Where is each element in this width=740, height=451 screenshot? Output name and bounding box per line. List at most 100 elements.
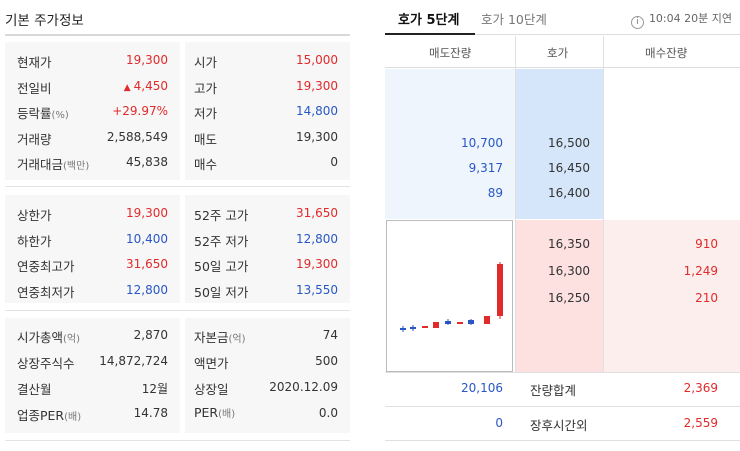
candle	[457, 322, 463, 324]
candle	[497, 262, 503, 319]
summary-ask-total: 20,106	[461, 381, 503, 395]
info-label: 50일 저가	[194, 284, 249, 300]
bid-quantity: 210	[695, 291, 718, 305]
summary-label: 잔량합계	[530, 383, 577, 398]
mini-candlestick-chart	[400, 262, 503, 332]
info-row: 거래량 2,588,549 매도 19,300	[5, 125, 350, 150]
ask-price[interactable]: 16,450	[548, 161, 590, 175]
delay-info: i 10:04 20분 지연	[630, 10, 732, 29]
bid-quantity: 910	[695, 237, 718, 251]
info-value: 19,300	[126, 206, 168, 220]
company-info-block: 시가총액(억) 2,870 자본금(억) 74 상장주식수 14,872,724 액면가 50…	[5, 318, 350, 433]
summary-ask-total: 0	[495, 416, 503, 430]
info-label: 현재가	[17, 55, 52, 70]
info-value: +29.97%	[112, 104, 168, 118]
info-value: 500	[315, 354, 338, 368]
summary-bid-total: 2,559	[683, 416, 718, 430]
info-row: 결산월 12월 상장일 2020.12.09	[5, 375, 350, 400]
candle	[433, 322, 439, 328]
summary-label: 장후시간외	[530, 418, 588, 433]
info-label: 52주 저가	[194, 233, 249, 249]
ask-price[interactable]: 16,400	[548, 186, 590, 200]
price-info-block: 현재가 19,300 시가 15,000 전일비 ▲ 4,450 고가 19,300 등락률(%)…	[5, 42, 350, 180]
info-value: 19,300	[126, 53, 168, 67]
info-value: 15,000	[296, 53, 338, 67]
bid-price[interactable]: 16,300	[548, 264, 590, 278]
block-divider	[5, 440, 350, 441]
info-label: 매도	[194, 131, 218, 147]
info-row: 등락률(%) +29.97% 저가 14,800	[5, 99, 350, 124]
info-label: 시가총액(억)	[17, 330, 81, 345]
basic-stock-info-panel: 기본 주가정보 현재가 19,300 시가 15,000 전일비 ▲ 4,450 고가 19,3…	[0, 0, 352, 451]
info-value: 2,870	[133, 328, 168, 342]
range-info-block: 상한가 19,300 52주 고가 31,650 하한가 10,400 52주 저가 12,8…	[5, 195, 350, 303]
info-row: 연중최고가 31,650 50일 고가 19,300	[5, 252, 350, 277]
info-value: 31,650	[126, 257, 168, 271]
info-value: 12월	[141, 382, 168, 396]
header-price: 호가	[547, 46, 569, 60]
summary-bid-total: 2,369	[683, 381, 718, 395]
candle	[400, 326, 406, 332]
info-label: 자본금(억)	[194, 330, 246, 345]
panel-title: 기본 주가정보	[5, 13, 84, 29]
info-label: 52주 고가	[194, 208, 249, 223]
info-label: 결산월	[17, 382, 52, 397]
candle	[468, 319, 474, 325]
info-value: 12,800	[126, 282, 168, 297]
info-label: PER(배)	[194, 405, 236, 420]
info-label: 하한가	[17, 233, 52, 249]
info-row: 거래대금(백만) 45,838 매수 0	[5, 150, 350, 175]
info-icon[interactable]: i	[630, 16, 644, 29]
info-row: 전일비 ▲ 4,450 고가 19,300	[5, 74, 350, 99]
info-value: 0.0	[318, 406, 338, 420]
info-value: 19,300	[296, 129, 338, 144]
ask-quantity: 89	[487, 186, 503, 200]
bid-price[interactable]: 16,350	[548, 237, 590, 251]
info-value: ▲ 4,450	[123, 78, 168, 93]
info-label: 연중최저가	[17, 284, 75, 300]
candle	[484, 316, 490, 324]
info-row: 상장주식수 14,872,724 액면가 500	[5, 349, 350, 374]
ask-price[interactable]: 16,500	[548, 136, 590, 150]
bid-price[interactable]: 16,250	[548, 291, 590, 305]
info-label: 전일비	[17, 80, 52, 96]
info-label: 액면가	[194, 356, 229, 371]
candle	[445, 319, 451, 325]
info-row: 현재가 19,300 시가 15,000	[5, 48, 350, 73]
info-value: 13,550	[296, 282, 338, 297]
info-value: 74	[322, 328, 338, 342]
tab-5-levels[interactable]: 호가 5단계	[398, 13, 460, 28]
info-label: 저가	[194, 106, 218, 121]
info-value: 10,400	[126, 231, 168, 246]
info-row: 연중최저가 12,800 50일 저가 13,550	[5, 278, 350, 303]
order-book-panel: 호가 5단계 호가 10단계 i 10:04 20분 지연 매도잔량 호가 매수잔…	[385, 0, 740, 451]
info-value: 45,838	[126, 155, 168, 169]
up-arrow-icon: ▲	[123, 82, 131, 93]
info-row: 상한가 19,300 52주 고가 31,650	[5, 201, 350, 226]
info-label: 매수	[194, 157, 218, 172]
mini-price-chart	[386, 220, 513, 372]
bid-quantity: 1,249	[683, 264, 718, 278]
candle	[422, 326, 428, 328]
info-label: 시가	[194, 55, 218, 70]
info-row: 시가총액(억) 2,870 자본금(억) 74	[5, 323, 350, 348]
info-value: 14,800	[296, 104, 338, 118]
info-value: 19,300	[296, 257, 338, 271]
info-label: 상장주식수	[17, 356, 75, 371]
info-row: 업종PER(배) 14.78 PER(배) 0.0	[5, 401, 350, 426]
info-value: 12,800	[296, 231, 338, 246]
order-book-header: 매도잔량 호가 매수잔량	[385, 36, 740, 68]
tab-10-levels[interactable]: 호가 10단계	[481, 12, 547, 27]
info-value: 31,650	[296, 206, 338, 220]
info-value: 19,300	[296, 78, 338, 93]
candle	[410, 325, 416, 331]
block-divider	[5, 186, 350, 187]
info-label: 거래량	[17, 131, 52, 147]
block-divider	[5, 310, 350, 311]
delay-text: 10:04 20분 지연	[648, 12, 732, 25]
info-label: 업종PER(배)	[17, 408, 82, 423]
info-label: 50일 고가	[194, 259, 249, 274]
info-label: 상한가	[17, 208, 52, 223]
header-ask-qty: 매도잔량	[429, 46, 472, 60]
info-label: 등락률(%)	[17, 106, 69, 121]
